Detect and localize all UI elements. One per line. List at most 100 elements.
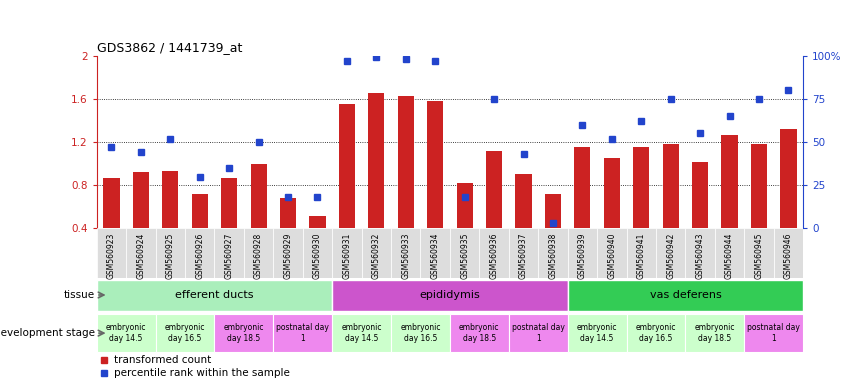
- Text: development stage: development stage: [0, 328, 95, 338]
- Bar: [692, 162, 708, 228]
- Text: GSM560929: GSM560929: [283, 232, 293, 279]
- Bar: [420, 228, 450, 278]
- Text: GSM560933: GSM560933: [401, 232, 410, 279]
- Bar: [715, 228, 744, 278]
- Bar: [574, 147, 590, 228]
- Bar: [133, 172, 149, 228]
- Bar: [156, 314, 214, 353]
- Text: efferent ducts: efferent ducts: [175, 290, 254, 300]
- Text: GSM560939: GSM560939: [578, 232, 587, 279]
- Text: GSM560941: GSM560941: [637, 232, 646, 279]
- Text: embryonic
day 16.5: embryonic day 16.5: [165, 323, 205, 343]
- Bar: [685, 314, 744, 353]
- Bar: [604, 158, 620, 228]
- Text: vas deferens: vas deferens: [649, 290, 722, 300]
- Text: transformed count: transformed count: [114, 355, 212, 365]
- Text: GSM560938: GSM560938: [548, 232, 558, 279]
- Text: GSM560942: GSM560942: [666, 232, 675, 279]
- Text: GSM560931: GSM560931: [342, 232, 352, 279]
- Bar: [244, 228, 273, 278]
- Bar: [780, 129, 796, 228]
- Bar: [309, 215, 325, 228]
- Text: GSM560936: GSM560936: [489, 232, 499, 279]
- Text: GSM560927: GSM560927: [225, 232, 234, 279]
- Bar: [97, 314, 156, 353]
- Bar: [486, 151, 502, 228]
- Bar: [663, 144, 679, 228]
- Bar: [368, 93, 384, 228]
- Bar: [273, 228, 303, 278]
- Bar: [509, 228, 538, 278]
- Text: GDS3862 / 1441739_at: GDS3862 / 1441739_at: [97, 41, 242, 55]
- Text: percentile rank within the sample: percentile rank within the sample: [114, 368, 290, 379]
- Bar: [509, 314, 568, 353]
- Text: embryonic
day 18.5: embryonic day 18.5: [459, 323, 500, 343]
- Bar: [450, 228, 479, 278]
- Bar: [332, 280, 568, 311]
- Bar: [633, 147, 649, 228]
- Text: embryonic
day 16.5: embryonic day 16.5: [636, 323, 676, 343]
- Bar: [162, 171, 178, 228]
- Bar: [221, 178, 237, 228]
- Bar: [656, 228, 685, 278]
- Bar: [457, 183, 473, 228]
- Bar: [450, 314, 509, 353]
- Bar: [362, 228, 391, 278]
- Bar: [427, 101, 443, 228]
- Bar: [627, 228, 656, 278]
- Bar: [398, 96, 414, 228]
- Text: postnatal day
1: postnatal day 1: [512, 323, 564, 343]
- Bar: [627, 314, 685, 353]
- Bar: [103, 178, 119, 228]
- Text: tissue: tissue: [64, 290, 95, 300]
- Text: embryonic
day 14.5: embryonic day 14.5: [341, 323, 382, 343]
- Text: postnatal day
1: postnatal day 1: [748, 323, 800, 343]
- Bar: [744, 228, 774, 278]
- Text: GSM560946: GSM560946: [784, 232, 793, 279]
- Text: GSM560932: GSM560932: [372, 232, 381, 279]
- Bar: [538, 228, 568, 278]
- Bar: [332, 314, 391, 353]
- Bar: [303, 228, 332, 278]
- Text: GSM560940: GSM560940: [607, 232, 616, 279]
- Bar: [545, 194, 561, 228]
- Text: GSM560944: GSM560944: [725, 232, 734, 279]
- Bar: [214, 228, 244, 278]
- Bar: [251, 164, 267, 228]
- Text: embryonic
day 14.5: embryonic day 14.5: [577, 323, 617, 343]
- Text: GSM560925: GSM560925: [166, 232, 175, 279]
- Bar: [192, 194, 208, 228]
- Bar: [744, 314, 803, 353]
- Bar: [751, 144, 767, 228]
- Text: GSM560926: GSM560926: [195, 232, 204, 279]
- Bar: [597, 228, 627, 278]
- Text: GSM560923: GSM560923: [107, 232, 116, 279]
- Text: GSM560937: GSM560937: [519, 232, 528, 279]
- Bar: [280, 198, 296, 228]
- Text: GSM560928: GSM560928: [254, 232, 263, 279]
- Bar: [568, 314, 627, 353]
- Text: embryonic
day 14.5: embryonic day 14.5: [106, 323, 146, 343]
- Bar: [479, 228, 509, 278]
- Bar: [339, 104, 355, 228]
- Text: embryonic
day 18.5: embryonic day 18.5: [224, 323, 264, 343]
- Bar: [391, 228, 420, 278]
- Text: GSM560945: GSM560945: [754, 232, 764, 279]
- Bar: [774, 228, 803, 278]
- Bar: [214, 314, 273, 353]
- Text: postnatal day
1: postnatal day 1: [277, 323, 329, 343]
- Bar: [568, 280, 803, 311]
- Bar: [685, 228, 715, 278]
- Bar: [722, 134, 738, 228]
- Bar: [185, 228, 214, 278]
- Bar: [156, 228, 185, 278]
- Text: embryonic
day 16.5: embryonic day 16.5: [400, 323, 441, 343]
- Bar: [126, 228, 156, 278]
- Text: GSM560935: GSM560935: [460, 232, 469, 279]
- Text: epididymis: epididymis: [420, 290, 480, 300]
- Bar: [516, 174, 532, 228]
- Bar: [568, 228, 597, 278]
- Bar: [273, 314, 332, 353]
- Text: embryonic
day 18.5: embryonic day 18.5: [695, 323, 735, 343]
- Bar: [97, 280, 332, 311]
